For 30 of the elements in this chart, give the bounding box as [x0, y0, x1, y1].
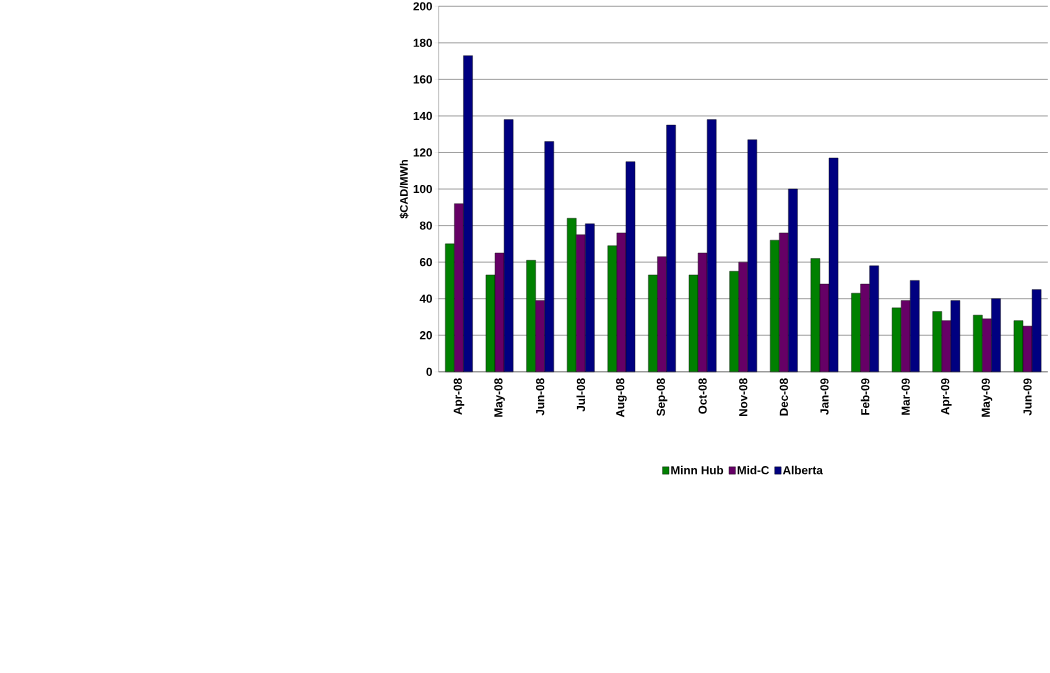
x-tick-label: Jun-08 [536, 378, 545, 416]
x-tick-label: Mar-09 [901, 378, 910, 415]
x-tick-label: Feb-09 [860, 378, 870, 415]
x-tick-label: Sep-08 [656, 378, 668, 416]
y-tick-label: 0 [426, 367, 432, 376]
y-tick-label: 80 [419, 221, 432, 230]
y-tick-label: 40 [419, 294, 432, 303]
x-tick-label: Jun-09 [1023, 378, 1032, 416]
x-tick-label: Apr-09 [941, 378, 952, 415]
x-tick-label: May-08 [494, 378, 505, 417]
y-tick-label: 200 [413, 1, 432, 11]
x-tick-label: Apr-08 [453, 378, 465, 415]
legend-label: Alberta [782, 465, 823, 475]
x-tick-label: Nov-08 [739, 378, 748, 416]
x-tick-label: Dec-08 [779, 378, 788, 416]
y-tick-label: 100 [413, 184, 432, 193]
legend-label: Minn Hub [671, 465, 724, 475]
x-tick-label: May-09 [981, 378, 993, 417]
legend-label: Mid-C [737, 465, 770, 475]
y-tick-label: 60 [419, 257, 432, 267]
x-tick-label: Oct-08 [698, 378, 707, 414]
y-tick-label: 140 [413, 111, 432, 120]
x-tick-label: Jan-09 [820, 378, 829, 415]
x-tick-label: Aug-08 [616, 378, 627, 418]
y-axis-title: $CAD/MWh [399, 159, 409, 219]
x-tick-label: Jul-08 [576, 378, 586, 412]
y-tick-label: 160 [413, 75, 432, 84]
y-tick-label: 120 [413, 148, 432, 157]
y-tick-label: 180 [413, 38, 432, 47]
y-tick-label: 20 [419, 330, 432, 340]
